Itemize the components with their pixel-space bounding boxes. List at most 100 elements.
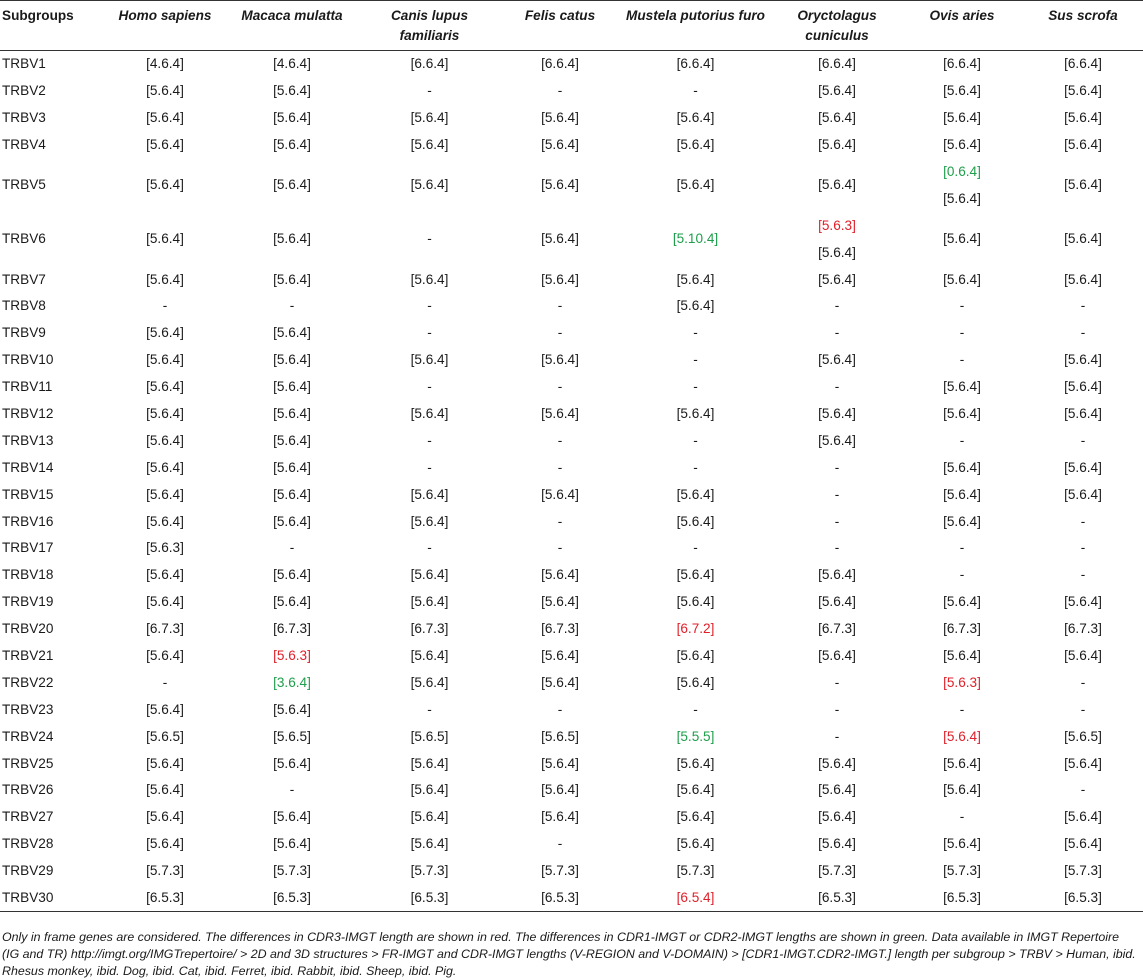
value-cell: [5.6.4] (146, 513, 184, 529)
subgroup-cell: TRBV29 (2, 863, 54, 879)
value-line: [5.6.3] (818, 218, 856, 234)
highlighted-value: [5.6.4] (943, 728, 981, 744)
value-cell: - (959, 540, 965, 556)
value-cell: - (557, 325, 563, 341)
value-cell: [5.6.4] (541, 271, 579, 287)
value-cell: - (693, 701, 698, 717)
value-cell: [5.6.4] (901, 723, 1023, 750)
value-cell: [5.6.5] (146, 728, 184, 744)
value-cell: [5.6.4] (273, 432, 311, 448)
table-row: TRBV14 [5.6.4] [5.6.4] - - - - [5.6.4] [5.6.4] (0, 454, 1143, 481)
value-cell: [6.5.3] (541, 889, 579, 905)
subgroup-cell: TRBV28 (2, 836, 54, 852)
value-cell: [5.6.4] (410, 755, 449, 771)
subgroup-cell: TRBV4 (2, 136, 46, 152)
subgroup-cell: TRBV18 (2, 567, 54, 583)
value-cell: [5.6.4] (273, 567, 311, 583)
value-cell: [5.6.4] (1064, 109, 1102, 125)
value-cell: [6.7.3] (273, 621, 311, 637)
header-oryctolagus-cuniculus: Oryctolagus cuniculus (797, 8, 877, 43)
value-cell: [5.6.4] (1064, 809, 1102, 825)
value-cell: [5.6.4] (541, 486, 579, 502)
value-cell: - (1080, 701, 1086, 717)
value-cell: - (557, 513, 563, 529)
value-cell: [5.6.4] (146, 271, 184, 287)
value-cell: [4.6.4] (146, 56, 184, 72)
table-row: TRBV6 [5.6.4] [5.6.4] - [5.6.4] [5.10.4] [5.6.… (0, 212, 1143, 266)
value-cell: [6.5.3] (1064, 889, 1102, 905)
value-cell: [5.6.4] (410, 136, 449, 152)
table-row: TRBV11 [5.6.4] [5.6.4] - - - - [5.6.4] [5.6.4] (0, 374, 1143, 401)
table-footnote: Only in frame genes are considered. The … (2, 930, 1136, 979)
value-cell: [5.6.4] (818, 836, 856, 852)
value-cell: - (427, 432, 432, 448)
value-cell: [5.6.4] (410, 647, 449, 663)
value-cell: - (693, 82, 698, 98)
subgroup-cell: TRBV30 (2, 889, 54, 905)
value-cell: [5.6.4] (410, 109, 449, 125)
value-cell: - (693, 432, 698, 448)
value-cell: [5.6.4] (818, 782, 856, 798)
value-cell: [5.6.4] (1064, 379, 1102, 395)
value-cell: [5.6.4] (818, 432, 856, 448)
value-cell: [5.6.5] (273, 728, 311, 744)
table-row: TRBV8 - - - - [5.6.4] - - - (0, 293, 1143, 320)
value-cell: - (427, 298, 432, 314)
value-cell: [5.6.4] (146, 701, 184, 717)
value-cell: [5.6.4] (1064, 82, 1102, 98)
value-cell: - (557, 540, 563, 556)
subgroup-cell: TRBV20 (2, 621, 54, 637)
value-cell: [5.6.4] (676, 674, 715, 690)
value-cell: - (557, 379, 563, 395)
subgroup-cell: TRBV15 (2, 486, 54, 502)
value-cell: - (959, 432, 965, 448)
table-row: TRBV19 [5.6.4] [5.6.4] [5.6.4] [5.6.4] [5.6.4… (0, 589, 1143, 616)
value-cell: - (693, 325, 698, 341)
subgroup-cell: TRBV25 (2, 755, 54, 771)
header-sus-scrofa: Sus scrofa (1048, 8, 1118, 23)
value-cell: [5.6.4] (818, 809, 856, 825)
value-cell: [5.6.4] (943, 647, 981, 663)
value-cell: [5.7.3] (410, 863, 449, 879)
table-row: TRBV16 [5.6.4] [5.6.4] [5.6.4] - [5.6.4] - [5.6… (0, 508, 1143, 535)
value-cell: - (557, 701, 563, 717)
value-cell: - (834, 298, 840, 314)
value-cell: [5.6.4] (818, 109, 856, 125)
value-cell: [5.6.4] (146, 82, 184, 98)
value-cell: - (959, 701, 965, 717)
value-cell: [5.6.4] (1064, 405, 1102, 421)
value-cell: - (1080, 674, 1086, 690)
value-cell: [5.6.3] [5.6.4] (773, 212, 901, 266)
value-cell: [5.6.4] (676, 486, 715, 502)
value-cell: [5.6.4] (541, 755, 579, 771)
table-row: TRBV13 [5.6.4] [5.6.4] - - - [5.6.4] - - (0, 427, 1143, 454)
value-cell: - (959, 325, 965, 341)
value-cell: - (1080, 325, 1086, 341)
header-homo-sapiens: Homo sapiens (118, 8, 212, 23)
value-cell: [5.6.4] (273, 231, 311, 247)
value-cell: [5.6.4] (273, 701, 311, 717)
value-cell: [6.7.3] (541, 621, 579, 637)
value-cell: - (427, 82, 432, 98)
value-cell: - (834, 486, 840, 502)
value-cell: - (834, 379, 840, 395)
table-row: TRBV7 [5.6.4] [5.6.4] [5.6.4] [5.6.4] [5.6.4]… (0, 266, 1143, 293)
table-row: TRBV22 - [3.6.4] [5.6.4] [5.6.4] [5.6.4] - [5.6… (0, 669, 1143, 696)
value-cell: [6.6.4] (1064, 56, 1102, 72)
value-cell: [5.6.4] (818, 755, 856, 771)
value-cell: - (693, 379, 698, 395)
value-cell: [5.6.4] (410, 405, 449, 421)
header-macaca-mulatta: Macaca mulatta (241, 8, 343, 23)
value-cell: [5.6.4] (676, 594, 715, 610)
value-cell: [5.6.4] (676, 782, 715, 798)
value-cell: - (834, 701, 840, 717)
value-cell: [6.6.4] (676, 56, 715, 72)
value-cell: [5.6.4] (273, 836, 311, 852)
value-cell: [5.6.4] (410, 674, 449, 690)
value-cell: [5.6.4] (943, 271, 981, 287)
highlighted-value: [6.7.2] (676, 621, 715, 637)
value-cell: [5.6.4] (943, 513, 981, 529)
value-cell: [5.6.4] (541, 231, 579, 247)
cdr-length-table: Subgroups Homo sapiens Macaca mulatta Ca… (0, 0, 1143, 912)
value-cell: [5.6.4] (273, 82, 311, 98)
